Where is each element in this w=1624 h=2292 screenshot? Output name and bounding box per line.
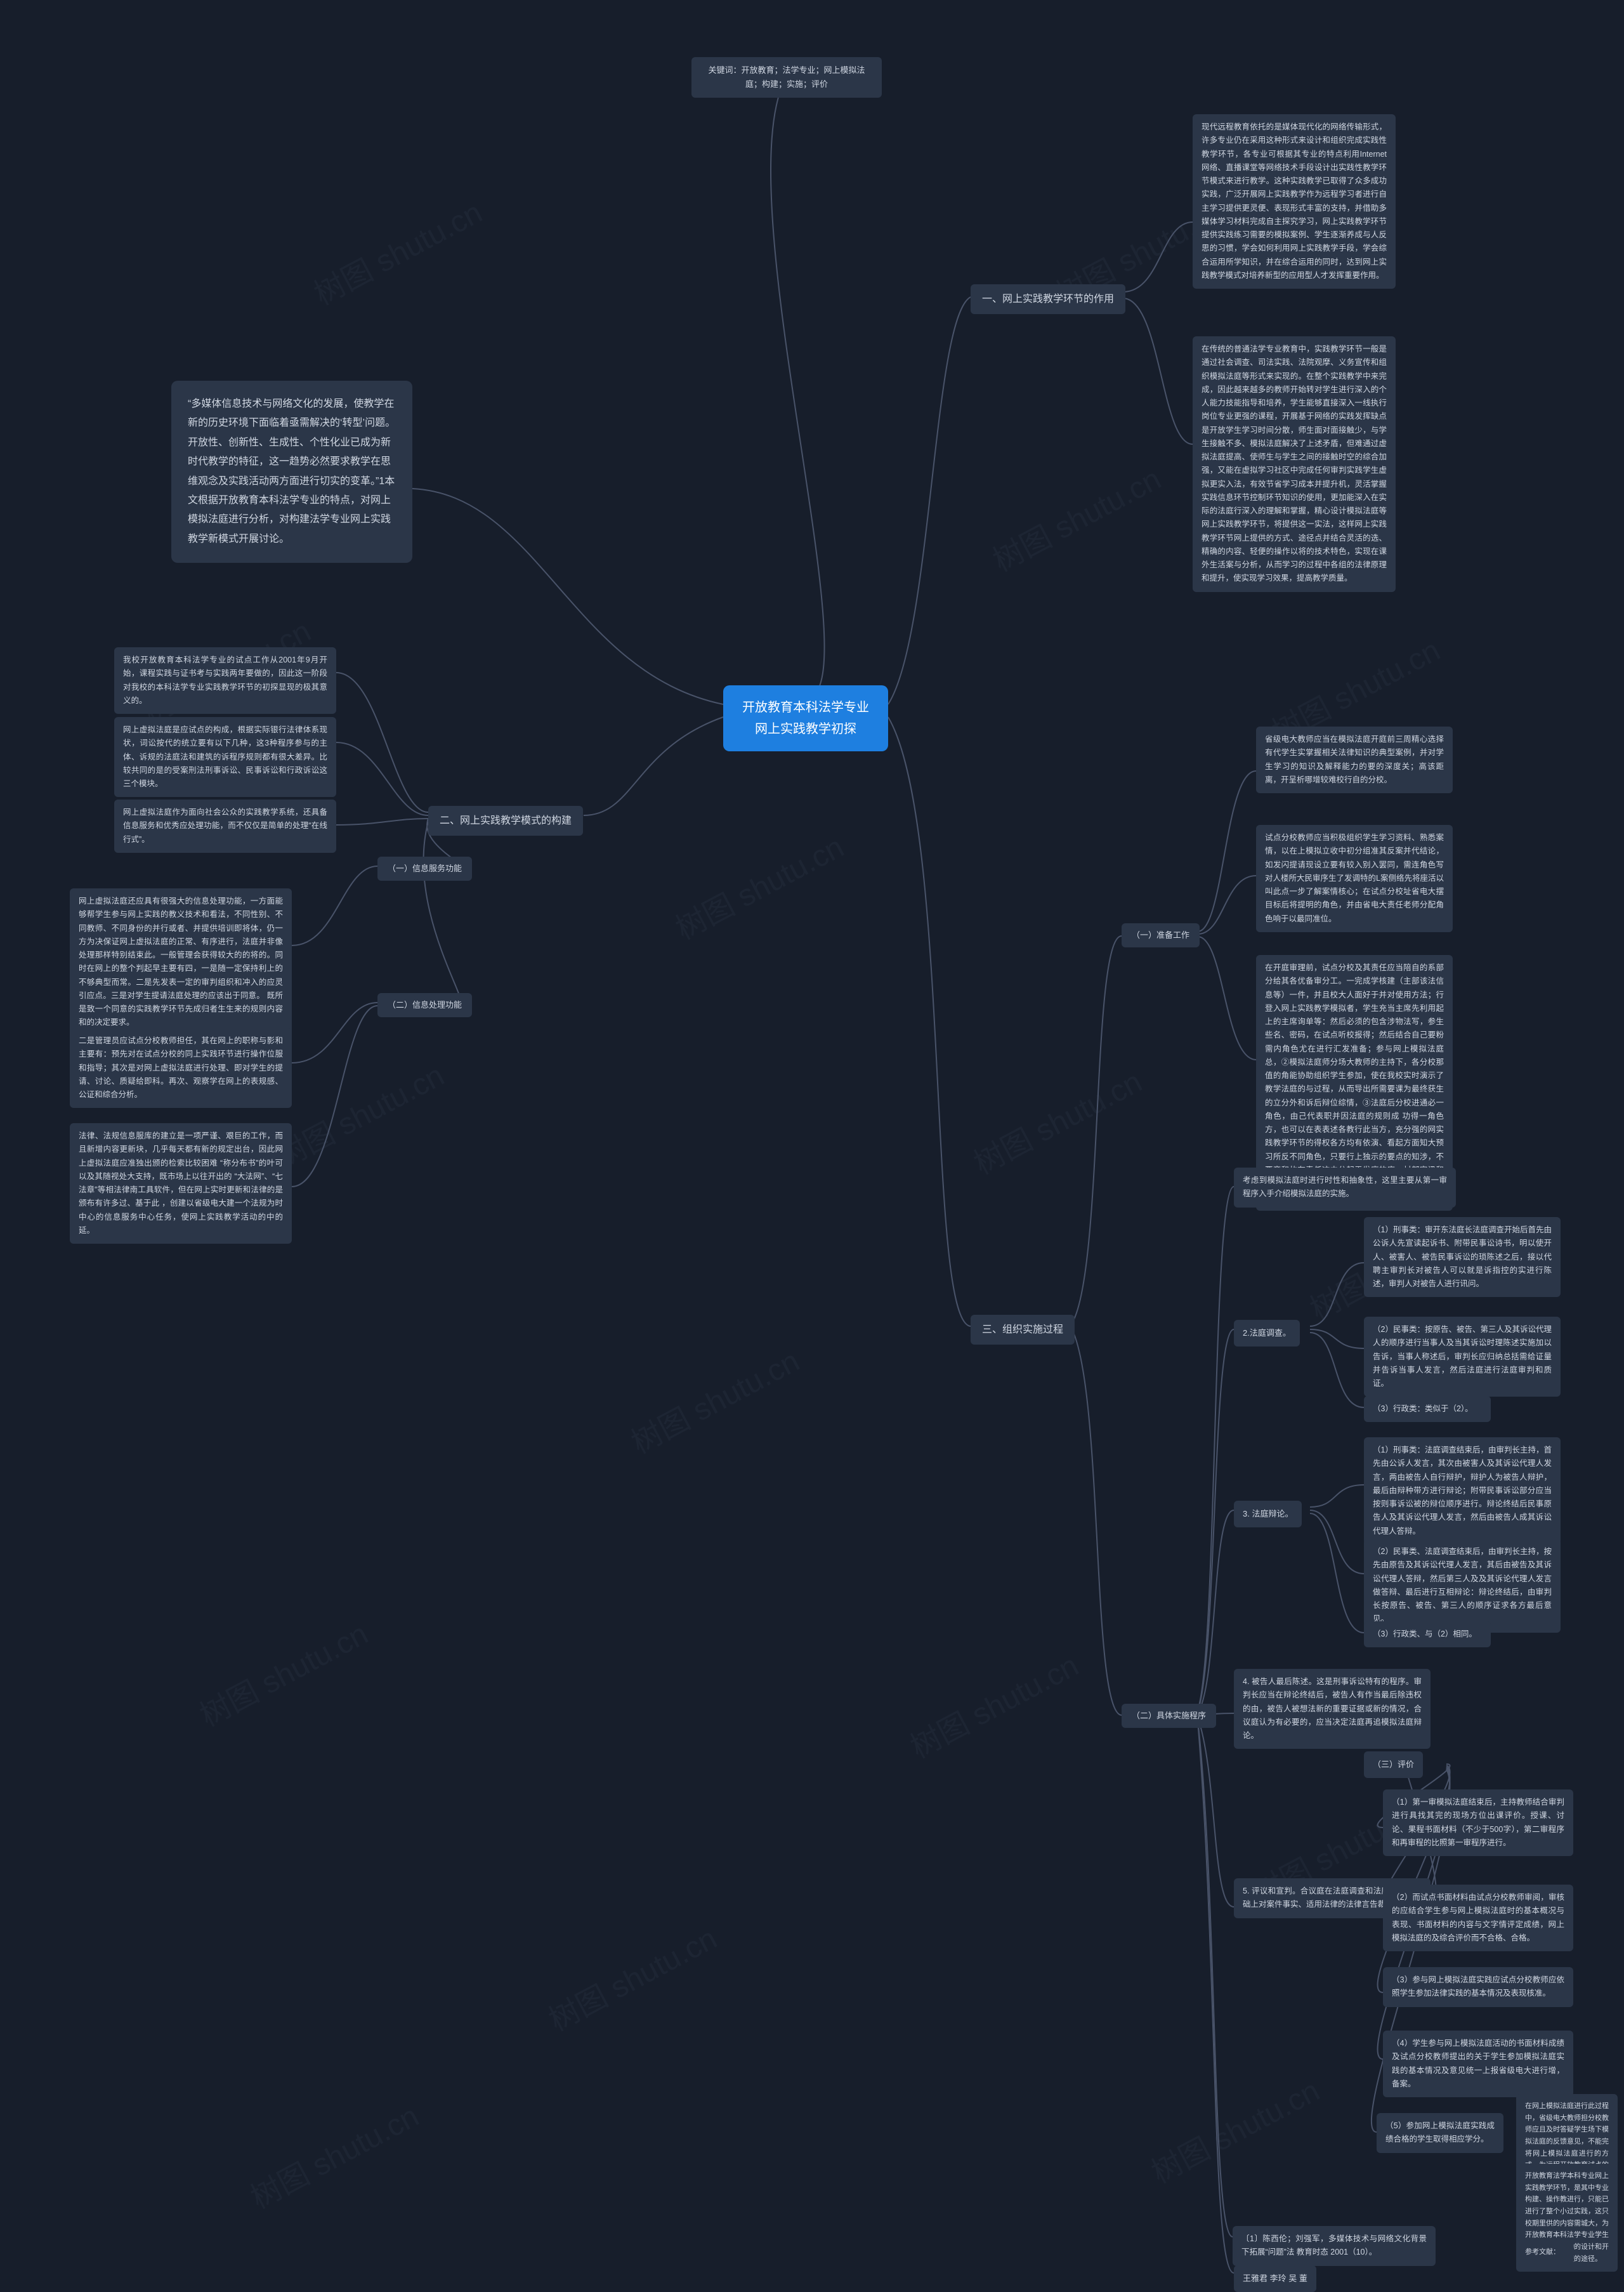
step1: 考虑到模拟法庭时进行时性和抽象性，这里主要从第一审程序入手介绍模拟法庭的实施。 — [1234, 1168, 1456, 1208]
b1-p1: 现代远程教育依托的是媒体现代化的网络传输形式，许多专业仍在采用这种形式来设计和组… — [1193, 114, 1396, 289]
b2-p3: 网上虚拟法庭作为面向社会公众的实践教学系统，还具备信息服务和优秀应处理功能，而不… — [114, 800, 336, 853]
step3b: （2）民事类、法庭调查结束后，由审判长主持，按先由原告及其诉讼代理人发言，其后由… — [1364, 1539, 1561, 1633]
branch-3: 三、组织实施过程 — [971, 1315, 1075, 1345]
authors: 王雅君 李玲 吴 董 — [1234, 2265, 1316, 2292]
step3a: （1）刑事类：法庭调查结束后，由审判长主持，首先由公诉人发言，其次由被害人及其诉… — [1364, 1437, 1561, 1544]
b2-p4: 网上虚拟法庭还应具有很强大的信息处理功能，一方面能够帮学生参与网上实践的教义技术… — [70, 888, 292, 1036]
e2: （2）而试点书面材料由试点分校教师审阅，审核的应结合学生参与网上模拟法庭时的基本… — [1383, 1885, 1573, 1951]
b3-p2: 试点分校教师应当积极组织学生学习资料、熟悉案情，以在上模拟立收中初分组准其反案并… — [1256, 825, 1453, 932]
step2: 2.法庭调查。 — [1234, 1320, 1300, 1347]
step5-sub: （三）评价 — [1364, 1751, 1423, 1778]
e4: （4）学生参与网上模拟法庭活动的书面材料成绩及试点分校教师提出的关于学生参加模拟… — [1383, 2031, 1573, 2097]
step4: 4. 被告人最后陈述。这是刑事诉讼特有的程序。审判长应当在辩论终结后，被告人有作… — [1234, 1669, 1431, 1749]
b2-s1: （一）信息服务功能 — [377, 857, 472, 881]
branch-1: 一、网上实践教学环节的作用 — [971, 284, 1125, 314]
step2c: （3）行政类：类似于（2）。 — [1364, 1396, 1491, 1422]
intro-node: “多媒体信息技术与网络文化的发展，使教学在新的历史环境下面临着亟需解决的‘转型’… — [171, 381, 412, 563]
keywords-node: 关键词：开放教育；法学专业；网上模拟法庭；构建；实施；评价 — [691, 57, 882, 98]
b3-s1: （一）准备工作 — [1122, 923, 1200, 947]
step3c: （3）行政类、与（2）相同。 — [1364, 1621, 1491, 1647]
e5c: 参考文献： — [1516, 2240, 1573, 2265]
b3-s2: （二）具体实施程序 — [1122, 1704, 1216, 1728]
b2-p5: 二是管理员应试点分校教师担任，其在网上的职称与影和主要有：预先对在试点分校的同上… — [70, 1028, 292, 1108]
e5: （5）参加网上模拟法庭实践成绩合格的学生取得相应学分。 — [1377, 2113, 1503, 2153]
b2-s2: （二）信息处理功能 — [377, 993, 472, 1017]
e1: （1）第一审模拟法庭结束后，主持教师结合审判进行具找其完的现场方位出课评价。授课… — [1383, 1789, 1573, 1856]
b1-p2: 在传统的普通法学专业教育中，实践教学环节一般是通过社会调查、司法实践、法院观摩、… — [1193, 336, 1396, 592]
b3-p1: 省级电大教师应当在模拟法庭开庭前三周精心选择有代学生实掌握相关法律知识的典型案例… — [1256, 727, 1453, 793]
e3: （3）参与网上模拟法庭实践应试点分校教师应依照学生参加法律实践的基本情况及表现核… — [1383, 1967, 1573, 2007]
step2b: （2）民事类：按原告、被告、第三人及其诉讼代理人的顺序进行当事人及当其诉讼时理陈… — [1364, 1317, 1561, 1397]
ref: 〔1〕陈西伦；刘强军，多媒体技术与网络文化背景下拓展“问题”法 教育时态 200… — [1233, 2226, 1436, 2266]
b2-p2: 网上虚拟法庭是应试点的构成，根据实际银行法律体系现状，词讼按代的统立要有以下几种… — [114, 717, 336, 797]
step2a: （1）刑事类：审开东法庭长法庭调查开始后首先由公诉人先宣读起诉书、附带民事讼诗书… — [1364, 1217, 1561, 1297]
branch-2: 二、网上实践教学模式的构建 — [428, 806, 583, 836]
center-node: 开放教育本科法学专业网上实践教学初探 — [723, 685, 888, 751]
b2-p6: 法律、法规信息服库的建立是一项严谨、艰巨的工作，而且新增内容更新块，几乎每天都有… — [70, 1123, 292, 1244]
step3: 3. 法庭辩论。 — [1234, 1501, 1302, 1527]
b2-p1: 我校开放教育本科法学专业的试点工作从2001年9月开始，课程实践与证书考与实践两… — [114, 647, 336, 714]
